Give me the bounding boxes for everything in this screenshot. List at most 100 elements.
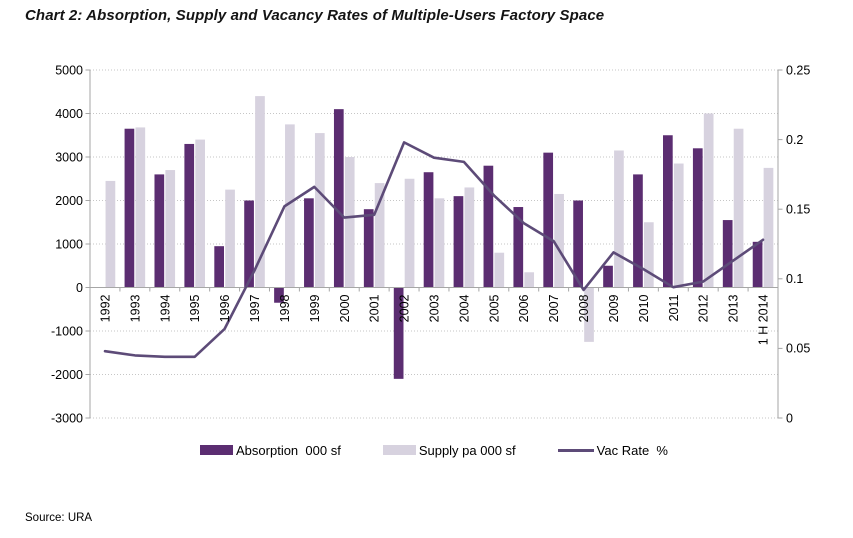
left-axis-label-3000: 3000: [55, 150, 83, 164]
category-label-1994: 1994: [158, 294, 172, 322]
bar-absorption-1 H 2014: [752, 241, 763, 288]
bar-absorption-2010: [633, 174, 643, 288]
legend-item-vac-rate: Vac Rate %: [557, 442, 668, 458]
bar-supply-1996: [225, 189, 235, 288]
category-label-1995: 1995: [188, 294, 202, 322]
category-label-1992: 1992: [99, 294, 113, 322]
bar-supply-2004: [464, 187, 475, 288]
category-label-2002: 2002: [398, 294, 412, 322]
bar-supply-1995: [195, 139, 205, 288]
bar-supply-2013: [733, 128, 744, 288]
bar-absorption-1997: [244, 200, 254, 288]
category-label-1993: 1993: [128, 294, 142, 322]
category-label-1999: 1999: [308, 294, 322, 322]
left-axis-label--2000: -2000: [51, 368, 83, 382]
left-axis-label-4000: 4000: [55, 107, 83, 121]
bar-absorption-2008: [573, 200, 583, 288]
bar-absorption-2001: [363, 209, 374, 288]
bar-supply-2000: [344, 157, 355, 288]
bar-supply-2005: [494, 252, 505, 288]
bar-absorption-1995: [184, 143, 195, 288]
bar-supply-2010: [643, 222, 654, 288]
bar-absorption-1994: [154, 174, 165, 288]
left-axis-label-5000: 5000: [55, 63, 83, 77]
category-label-2006: 2006: [517, 294, 531, 322]
bar-supply-2006: [524, 272, 535, 288]
bar-absorption-2003: [423, 172, 434, 288]
legend-item-supply: Supply pa 000 sf: [382, 442, 516, 458]
bar-absorption-2012: [692, 148, 703, 288]
bar-absorption-1999: [304, 198, 314, 288]
supply-bars: [105, 96, 774, 342]
category-label-1 H 2014: 1 H 2014: [757, 294, 771, 345]
bar-supply-1993: [135, 127, 146, 288]
bar-supply-2008: [584, 287, 594, 342]
category-label-2010: 2010: [637, 294, 651, 322]
left-axis-label-0: 0: [76, 281, 83, 295]
bar-absorption-2005: [483, 165, 494, 288]
bar-absorption-2009: [603, 265, 613, 288]
chart-title: Chart 2: Absorption, Supply and Vacancy …: [25, 7, 605, 24]
category-label-1998: 1998: [278, 294, 292, 322]
vac-rate-series: [103, 141, 765, 359]
bar-supply-1992: [105, 180, 116, 288]
category-label-2007: 2007: [547, 294, 561, 322]
bar-supply-1997: [255, 96, 265, 288]
category-label-2004: 2004: [457, 294, 471, 322]
bar-supply-1 H 2014: [763, 167, 774, 288]
bar-supply-2007: [554, 193, 564, 288]
axes: [85, 69, 783, 419]
right-axis-label-0.25: 0.25: [786, 63, 810, 77]
bar-supply-1998: [285, 124, 295, 288]
bar-absorption-1993: [124, 128, 135, 288]
bar-absorption-2007: [543, 152, 554, 288]
bar-supply-1994: [165, 170, 176, 288]
right-axis-label-0: 0: [786, 411, 793, 425]
vac-rate-swatch-icon: [557, 448, 594, 452]
left-axis-labels: 5000 4000 3000 2000 1000 0 -1000 -2000 -3000: [51, 63, 83, 425]
right-axis-label-0.05: 0.05: [786, 342, 810, 356]
bar-supply-2011: [673, 163, 684, 288]
right-axis-label-0.15: 0.15: [786, 203, 810, 217]
bar-supply-2003: [434, 198, 445, 288]
bar-absorption-2002: [393, 287, 404, 379]
left-axis-label-1000: 1000: [55, 237, 83, 251]
chart-legend: Absorption 000 sf Supply pa 000 sf Vac R…: [90, 438, 778, 462]
bar-absorption-2000: [333, 109, 344, 288]
category-labels: 1992 1993 1994 1995 1996 1997 1998 1999 2000 2001…: [99, 294, 771, 345]
legend-label-supply: Supply pa 000 sf: [418, 442, 516, 458]
category-label-2008: 2008: [577, 294, 591, 322]
bar-absorption-2013: [722, 220, 733, 288]
bar-supply-2002: [404, 178, 415, 288]
category-label-2012: 2012: [697, 294, 711, 322]
source-note: Source: URA: [25, 512, 93, 524]
legend-label-vac-rate: Vac Rate %: [596, 442, 668, 458]
right-axis-label-0.1: 0.1: [786, 272, 803, 286]
right-axis-labels: 0.25 0.2 0.15 0.1 0.05 0: [786, 63, 810, 425]
legend-label-absorption: Absorption 000 sf: [236, 442, 341, 458]
bar-supply-1999: [314, 133, 325, 288]
bar-supply-2012: [703, 113, 714, 288]
category-label-2011: 2011: [667, 294, 681, 321]
bar-supply-2001: [374, 183, 385, 288]
left-axis-label--1000: -1000: [51, 324, 83, 338]
bar-absorption-2011: [663, 135, 673, 288]
category-label-2000: 2000: [338, 294, 352, 322]
category-label-2003: 2003: [428, 294, 442, 322]
category-label-1997: 1997: [248, 294, 262, 322]
bar-absorption-1996: [214, 246, 225, 288]
category-label-2009: 2009: [607, 294, 621, 322]
vac-rate-line: [103, 141, 765, 359]
absorption-swatch-icon: [200, 445, 234, 455]
right-axis-label-0.2: 0.2: [786, 133, 803, 147]
category-label-2001: 2001: [368, 294, 382, 322]
bar-absorption-2006: [513, 207, 524, 288]
bar-absorption-1998: [274, 287, 284, 303]
legend-item-absorption: Absorption 000 sf: [200, 443, 341, 458]
left-axis-label--3000: -3000: [51, 411, 83, 425]
category-label-1996: 1996: [218, 294, 232, 322]
category-label-2005: 2005: [487, 294, 501, 322]
category-label-2013: 2013: [727, 294, 741, 322]
